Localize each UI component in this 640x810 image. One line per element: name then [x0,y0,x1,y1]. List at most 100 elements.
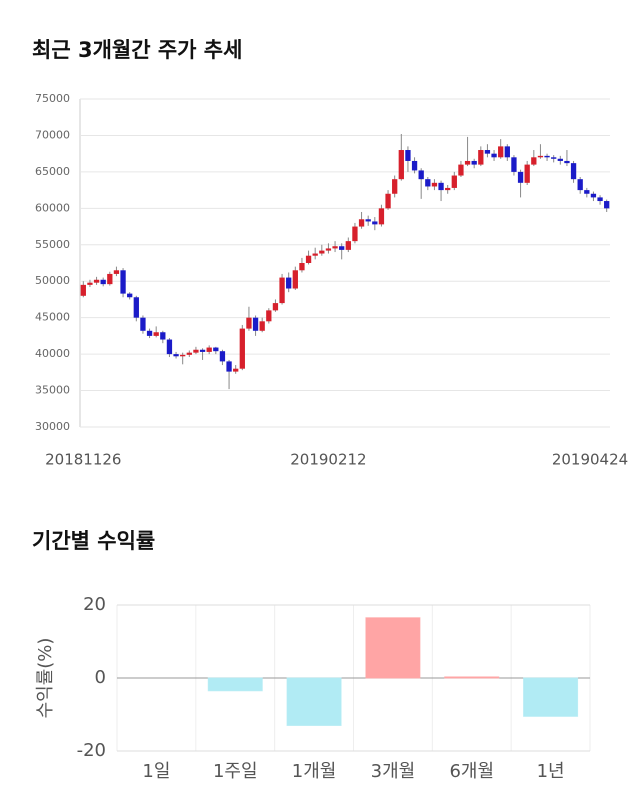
candle-body [332,246,338,249]
candle-body [564,160,570,164]
candle-body [597,197,603,202]
candle-body [438,182,444,191]
bar [365,617,421,679]
candle-body [478,150,484,165]
candle-body [140,317,146,331]
candle-body [531,157,537,165]
candle-body [345,241,351,250]
candle-body [113,270,120,274]
candle-body [272,303,279,311]
candle-body [120,270,126,294]
candle-body [259,321,265,331]
y-tick-label: 65000 [35,165,70,178]
bar [523,677,579,717]
candle-body [80,284,86,296]
candle-body [392,179,398,194]
x-tick-label: 1일 [142,761,170,782]
candle-body [219,351,226,362]
x-tick-label: 1주일 [213,761,258,782]
y-tick-label: 60000 [35,201,70,214]
candle-body [504,146,510,158]
candle-body [544,155,550,158]
candle-body [405,150,411,161]
y-tick-label: 50000 [35,274,70,287]
candle-body [279,277,285,304]
bar [444,676,500,679]
y-tick-label: -20 [77,740,106,761]
bar [286,677,342,726]
candle-body [107,273,113,285]
candle-body [604,201,610,209]
candle-body [418,170,424,180]
candle-body [537,155,544,158]
candle-body [180,354,186,357]
candle-body [173,354,179,357]
chart-title: 기간별 수익률 [32,529,155,553]
y-tick-label: 35000 [35,384,70,397]
candle-body [292,270,298,289]
candle-body [524,164,530,183]
candle-body [233,368,239,372]
x-tick-label: 1년 [537,761,565,782]
y-tick-label: 20 [83,594,106,615]
candle-body [425,179,431,187]
candle-body [146,330,153,336]
candle-body [206,347,212,352]
x-tick-label: 20181126 [45,451,121,469]
candle-body [325,248,332,251]
y-tick-label: 45000 [35,311,70,324]
x-tick-label: 20190424 [552,451,628,469]
candle-body [431,182,438,187]
candle-body [213,347,219,352]
candle-body [584,190,590,194]
candle-body [186,352,192,355]
y-tick-label: 55000 [35,238,70,251]
candle-body [378,208,385,225]
x-tick-label: 20190212 [290,451,366,469]
candle-body [372,221,378,225]
candle-body [484,150,491,154]
candle-body [358,219,365,227]
candle-body [590,193,597,198]
candle-body [160,332,166,340]
candle-body [239,328,245,369]
candle-body [133,297,139,318]
candle-body [319,250,325,254]
y-axis-label: 수익률(%) [35,638,56,719]
candle-body [464,160,471,165]
y-tick-label: 0 [95,667,106,688]
candle-body [471,160,477,165]
candle-body [577,179,583,191]
candle-body [299,263,305,271]
candle-body [312,253,318,256]
candle-body [127,293,133,298]
candle-body [385,193,391,209]
candle-body [551,157,557,159]
candle-body [100,279,106,285]
candle-body [352,226,358,242]
candle-body [458,164,464,176]
candle-body [286,277,292,289]
candle-body [491,153,497,158]
candle-body [398,150,404,180]
candle-body [517,171,524,183]
candle-body [445,187,451,191]
candle-body [153,332,159,336]
candle-body [199,349,206,352]
candle-body [570,163,577,180]
bar [207,677,263,692]
candle-body [87,282,93,285]
candle-body [93,279,100,283]
candle-body [411,160,418,171]
y-tick-label: 70000 [35,128,70,141]
y-tick-label: 30000 [35,420,70,433]
candle-body [193,349,199,353]
candle-body [557,158,563,161]
candle-body [339,246,345,250]
candle-body [252,317,259,331]
x-tick-label: 6개월 [449,761,494,782]
y-tick-label: 75000 [35,92,70,105]
candle-body [451,175,457,188]
candle-body [498,146,504,158]
x-tick-label: 1개월 [292,761,337,782]
